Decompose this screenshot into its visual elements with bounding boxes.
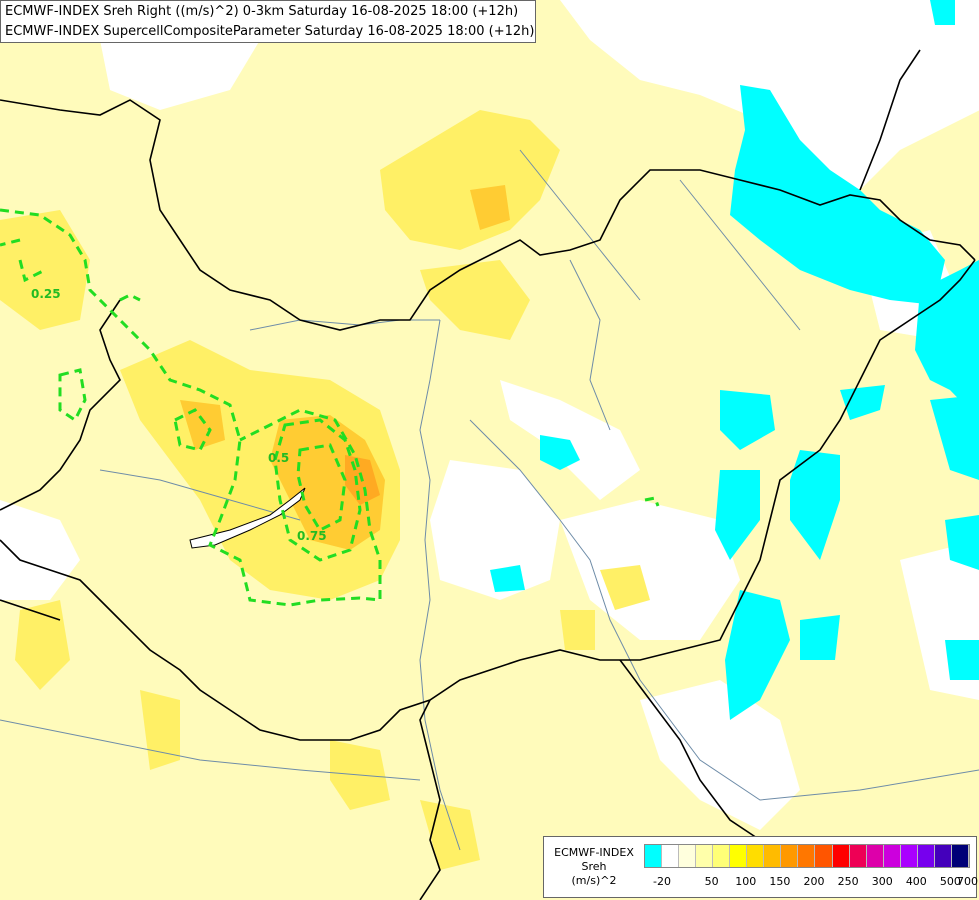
negative-sreh-areas — [490, 0, 979, 720]
legend-tick-label: 400 — [905, 875, 927, 888]
legend-unit: (m/s)^2 — [571, 874, 617, 887]
legend-swatch — [900, 845, 918, 867]
legend-tick-label: 200 — [803, 875, 825, 888]
legend-swatch — [866, 845, 884, 867]
legend-ticks: -20 50 100 150 200 250 300 400 500 700 — [644, 875, 978, 889]
legend-swatch — [815, 845, 833, 867]
contour-labels: 0.25 0.5 0.75 — [31, 287, 327, 543]
legend-tick-label: 700 — [956, 875, 978, 888]
legend-swatch — [764, 845, 782, 867]
legend-tick-label: 500 — [939, 875, 961, 888]
legend-title: ECMWF-INDEX Sreh (m/s)^2 — [550, 846, 638, 888]
legend-tick-label: 300 — [871, 875, 893, 888]
legend-swatch — [934, 845, 952, 867]
legend-swatch — [781, 845, 799, 867]
map-title-line-2: ECMWF-INDEX SupercellCompositeParameter … — [5, 24, 535, 39]
map-title-line-1: ECMWF-INDEX Sreh Right ((m/s)^2) 0-3km S… — [5, 4, 519, 19]
legend-swatch — [951, 845, 969, 867]
legend-swatch — [730, 845, 748, 867]
legend-swatch — [645, 845, 663, 867]
legend-swatch — [883, 845, 901, 867]
legend-swatch — [798, 845, 816, 867]
scp-contours — [0, 208, 660, 607]
contour-label-0.25: 0.25 — [31, 287, 61, 301]
legend-swatch — [917, 845, 935, 867]
color-legend: ECMWF-INDEX Sreh (m/s)^2 -20 50 100 150 200 2… — [543, 836, 978, 898]
legend-swatch — [662, 845, 680, 867]
moderate-sreh-areas — [0, 110, 650, 870]
country-borders — [0, 49, 976, 900]
legend-tick-label: -20 — [653, 875, 671, 888]
lake-balaton — [189, 487, 306, 549]
legend-swatches — [644, 844, 970, 868]
contour-label-0.75: 0.75 — [297, 529, 327, 543]
legend-tick-label: 250 — [837, 875, 859, 888]
contour-label-0.5: 0.5 — [268, 451, 289, 465]
legend-title-line-1: ECMWF-INDEX — [554, 846, 634, 859]
legend-swatch — [832, 845, 850, 867]
rivers — [0, 149, 979, 851]
legend-tick-label: 50 — [704, 875, 719, 888]
legend-swatch — [696, 845, 714, 867]
legend-swatch — [747, 845, 765, 867]
legend-tick-label: 100 — [735, 875, 757, 888]
legend-swatch — [849, 845, 867, 867]
legend-swatch — [679, 845, 697, 867]
map-title-box: ECMWF-INDEX Sreh Right ((m/s)^2) 0-3km S… — [0, 0, 536, 43]
legend-title-line-2: Sreh — [581, 860, 607, 873]
legend-swatch — [713, 845, 731, 867]
legend-tick-label: 150 — [769, 875, 791, 888]
